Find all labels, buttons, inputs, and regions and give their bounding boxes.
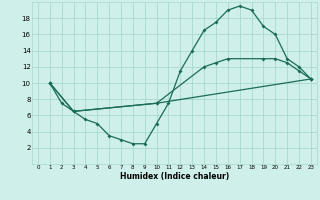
X-axis label: Humidex (Indice chaleur): Humidex (Indice chaleur)	[120, 172, 229, 181]
